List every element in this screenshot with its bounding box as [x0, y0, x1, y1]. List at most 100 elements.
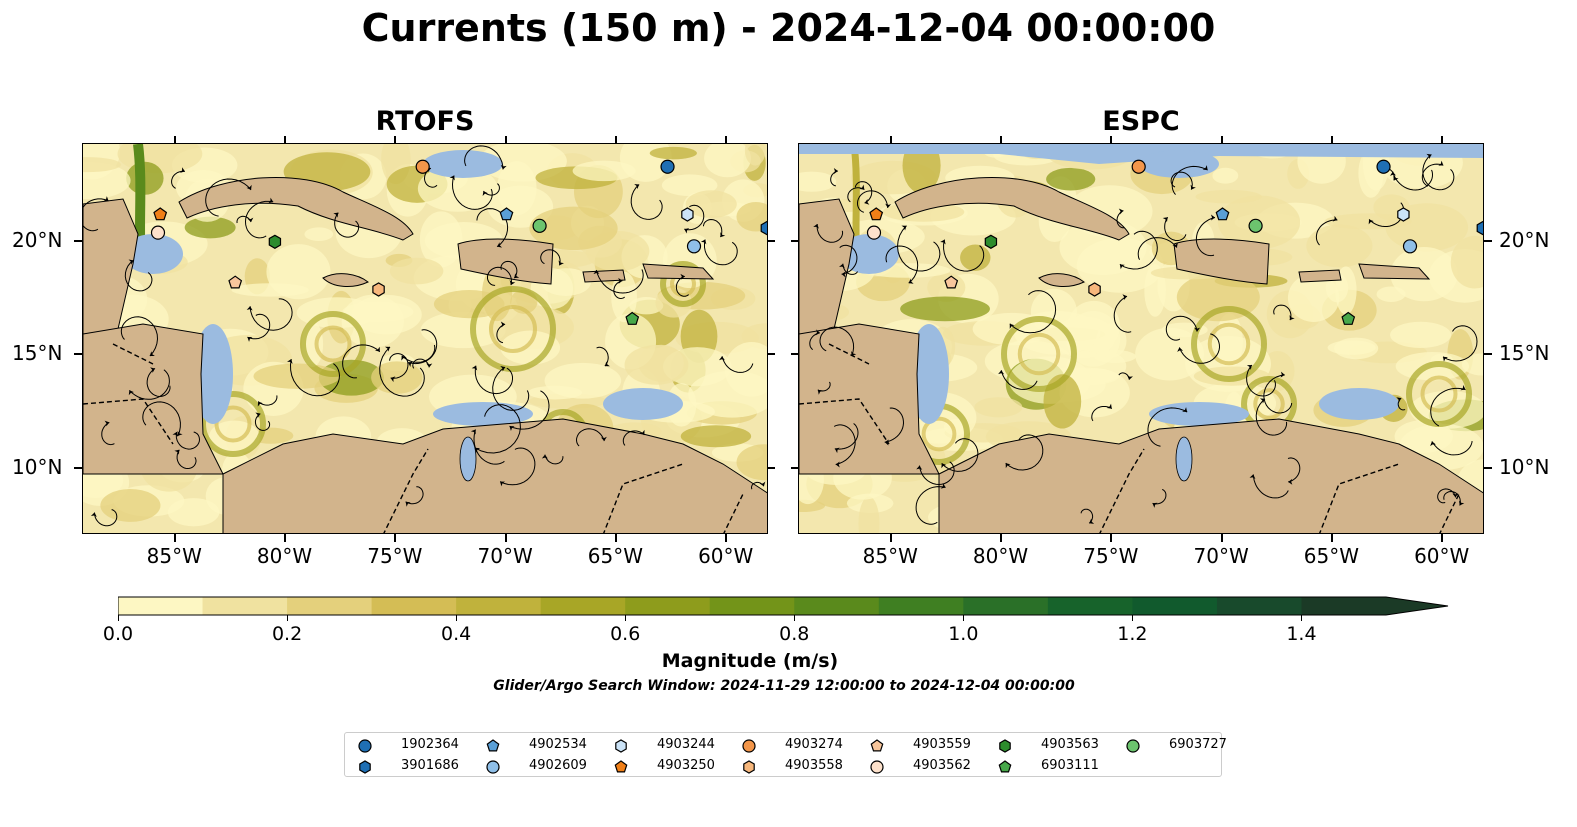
float-marker-3901686-espc[interactable]	[1476, 220, 1484, 236]
float-marker-4903558-rtofs[interactable]	[372, 282, 385, 297]
x-tick-label-1-0: 85°W	[862, 544, 918, 568]
float-marker-4903562-espc[interactable]	[866, 225, 882, 240]
legend-swatch-4903562[interactable]	[870, 760, 884, 774]
legend-marker-pentagon-icon	[614, 760, 628, 773]
x-tick-mark	[1441, 534, 1444, 542]
colorbar-bin	[202, 597, 288, 615]
legend-marker-hexagon-icon	[743, 760, 755, 774]
y-tick-label-left-0: 20°N	[12, 227, 63, 252]
float-marker-6903727-rtofs[interactable]	[532, 218, 547, 233]
legend-marker-pentagon-icon	[998, 760, 1012, 773]
legend-marker-circle-icon	[742, 739, 756, 753]
x-tick-mark	[394, 534, 397, 542]
float-marker-4902534-rtofs[interactable]	[499, 207, 514, 221]
legend-swatch-4903558[interactable]	[743, 760, 755, 774]
legend-marker-circle-icon	[1126, 739, 1140, 753]
colorbar-bin	[540, 597, 626, 615]
colorbar-tick-mark	[286, 615, 288, 621]
legend-label: 1902364	[401, 737, 459, 752]
x-tick-label-0-2: 75°W	[367, 544, 423, 568]
colorbar-bin	[1132, 597, 1218, 615]
colorbar-bin	[625, 597, 711, 615]
colorbar-bin	[794, 597, 880, 615]
legend-swatch-3901686[interactable]	[359, 760, 371, 774]
float-marker-4903250-espc[interactable]	[869, 207, 884, 221]
x-tick-label-0-3: 70°W	[477, 544, 533, 568]
colorbar-bin	[118, 597, 204, 615]
legend-label: 6903111	[1041, 758, 1099, 773]
y-tick-label-left-2: 10°N	[12, 455, 63, 480]
colorbar-tick-mark	[1131, 615, 1133, 621]
float-marker-6903111-rtofs[interactable]	[625, 311, 640, 325]
x-tick-label-1-1: 80°W	[972, 544, 1029, 568]
float-marker-4903559-rtofs[interactable]	[228, 275, 243, 289]
x-tick-mark	[283, 534, 286, 542]
legend-marker-circle-icon	[358, 739, 372, 753]
colorbar-tick-6: 1.2	[1117, 623, 1148, 645]
x-tick-label-0-5: 60°W	[698, 544, 754, 568]
colorbar-tick-mark	[962, 615, 964, 621]
legend-swatch-4903250[interactable]	[614, 760, 628, 773]
y-tick-label-left-1: 15°N	[12, 341, 63, 366]
float-marker-4903563-rtofs[interactable]	[268, 234, 282, 249]
x-tick-mark-top	[1441, 136, 1444, 143]
colorbar-bin	[878, 597, 964, 615]
float-marker-6903111-espc[interactable]	[1341, 311, 1356, 325]
legend-swatch-4903244[interactable]	[615, 739, 627, 753]
x-tick-mark-top	[889, 136, 892, 143]
float-marker-6903727-espc[interactable]	[1248, 218, 1263, 233]
colorbar-label: Magnitude (m/s)	[661, 650, 839, 672]
float-marker-4903244-espc[interactable]	[1397, 207, 1410, 222]
legend-swatch-6903727[interactable]	[1126, 739, 1140, 753]
float-marker-4903274-espc[interactable]	[1131, 159, 1146, 174]
float-marker-4903562-rtofs[interactable]	[150, 225, 166, 240]
float-marker-1902364-espc[interactable]	[1376, 159, 1391, 174]
colorbar-bin	[287, 597, 373, 615]
float-marker-3901686-rtofs[interactable]	[760, 220, 768, 236]
x-tick-label-0-0: 85°W	[146, 544, 202, 568]
x-tick-mark	[504, 534, 507, 542]
float-marker-4903559-espc[interactable]	[944, 275, 959, 289]
legend-label: 6903727	[1169, 737, 1227, 752]
x-tick-label-1-3: 70°W	[1193, 544, 1249, 568]
legend-swatch-4903274[interactable]	[742, 739, 756, 753]
float-marker-4903250-rtofs[interactable]	[153, 207, 168, 221]
x-tick-mark-top	[283, 136, 286, 143]
float-marker-4902534-espc[interactable]	[1215, 207, 1230, 221]
float-marker-4902609-rtofs[interactable]	[686, 239, 702, 254]
float-marker-1902364-rtofs[interactable]	[660, 159, 675, 174]
legend-label: 4902609	[529, 758, 587, 773]
colorbar-tick-mark	[455, 615, 457, 621]
float-marker-4903274-rtofs[interactable]	[415, 159, 430, 174]
float-marker-4903563-espc[interactable]	[984, 234, 998, 249]
legend-marker-pentagon-icon	[486, 739, 500, 752]
legend-swatch-4902534[interactable]	[486, 739, 500, 752]
legend-swatch-6903111[interactable]	[998, 760, 1012, 773]
legend-marker-hexagon-icon	[615, 739, 627, 753]
legend-swatch-4902609[interactable]	[486, 760, 500, 774]
legend-swatch-1902364[interactable]	[358, 739, 372, 753]
legend-label: 4903244	[657, 737, 715, 752]
panel-title-espc: ESPC	[1102, 106, 1180, 137]
x-tick-mark	[1110, 534, 1113, 542]
colorbar-tick-mark	[117, 615, 119, 621]
float-marker-4903558-espc[interactable]	[1088, 282, 1101, 297]
y-tick-mark	[1484, 239, 1492, 242]
map-panel-espc[interactable]	[798, 143, 1484, 534]
colorbar-tick-0: 0.0	[102, 623, 134, 645]
colorbar-bin	[456, 597, 542, 615]
x-tick-mark	[1330, 534, 1333, 542]
colorbar-bin	[1047, 597, 1133, 615]
y-tick-mark	[768, 353, 775, 356]
float-marker-4902609-espc[interactable]	[1402, 239, 1418, 254]
legend-swatch-4903563[interactable]	[999, 739, 1011, 753]
x-tick-label-0-4: 65°W	[587, 544, 644, 568]
legend-swatch-4903559[interactable]	[870, 739, 884, 752]
legend-label: 4903562	[913, 758, 971, 773]
map-panel-rtofs[interactable]	[82, 143, 768, 534]
search-window-note: Glider/Argo Search Window: 2024-11-29 12…	[493, 678, 1075, 694]
float-marker-4903244-rtofs[interactable]	[681, 207, 694, 222]
x-tick-label-1-5: 60°W	[1414, 544, 1470, 568]
x-tick-label-0-1: 80°W	[256, 544, 313, 568]
float-legend: 1902364 3901686 4902534 4902609 4903244 49032…	[344, 732, 1227, 777]
